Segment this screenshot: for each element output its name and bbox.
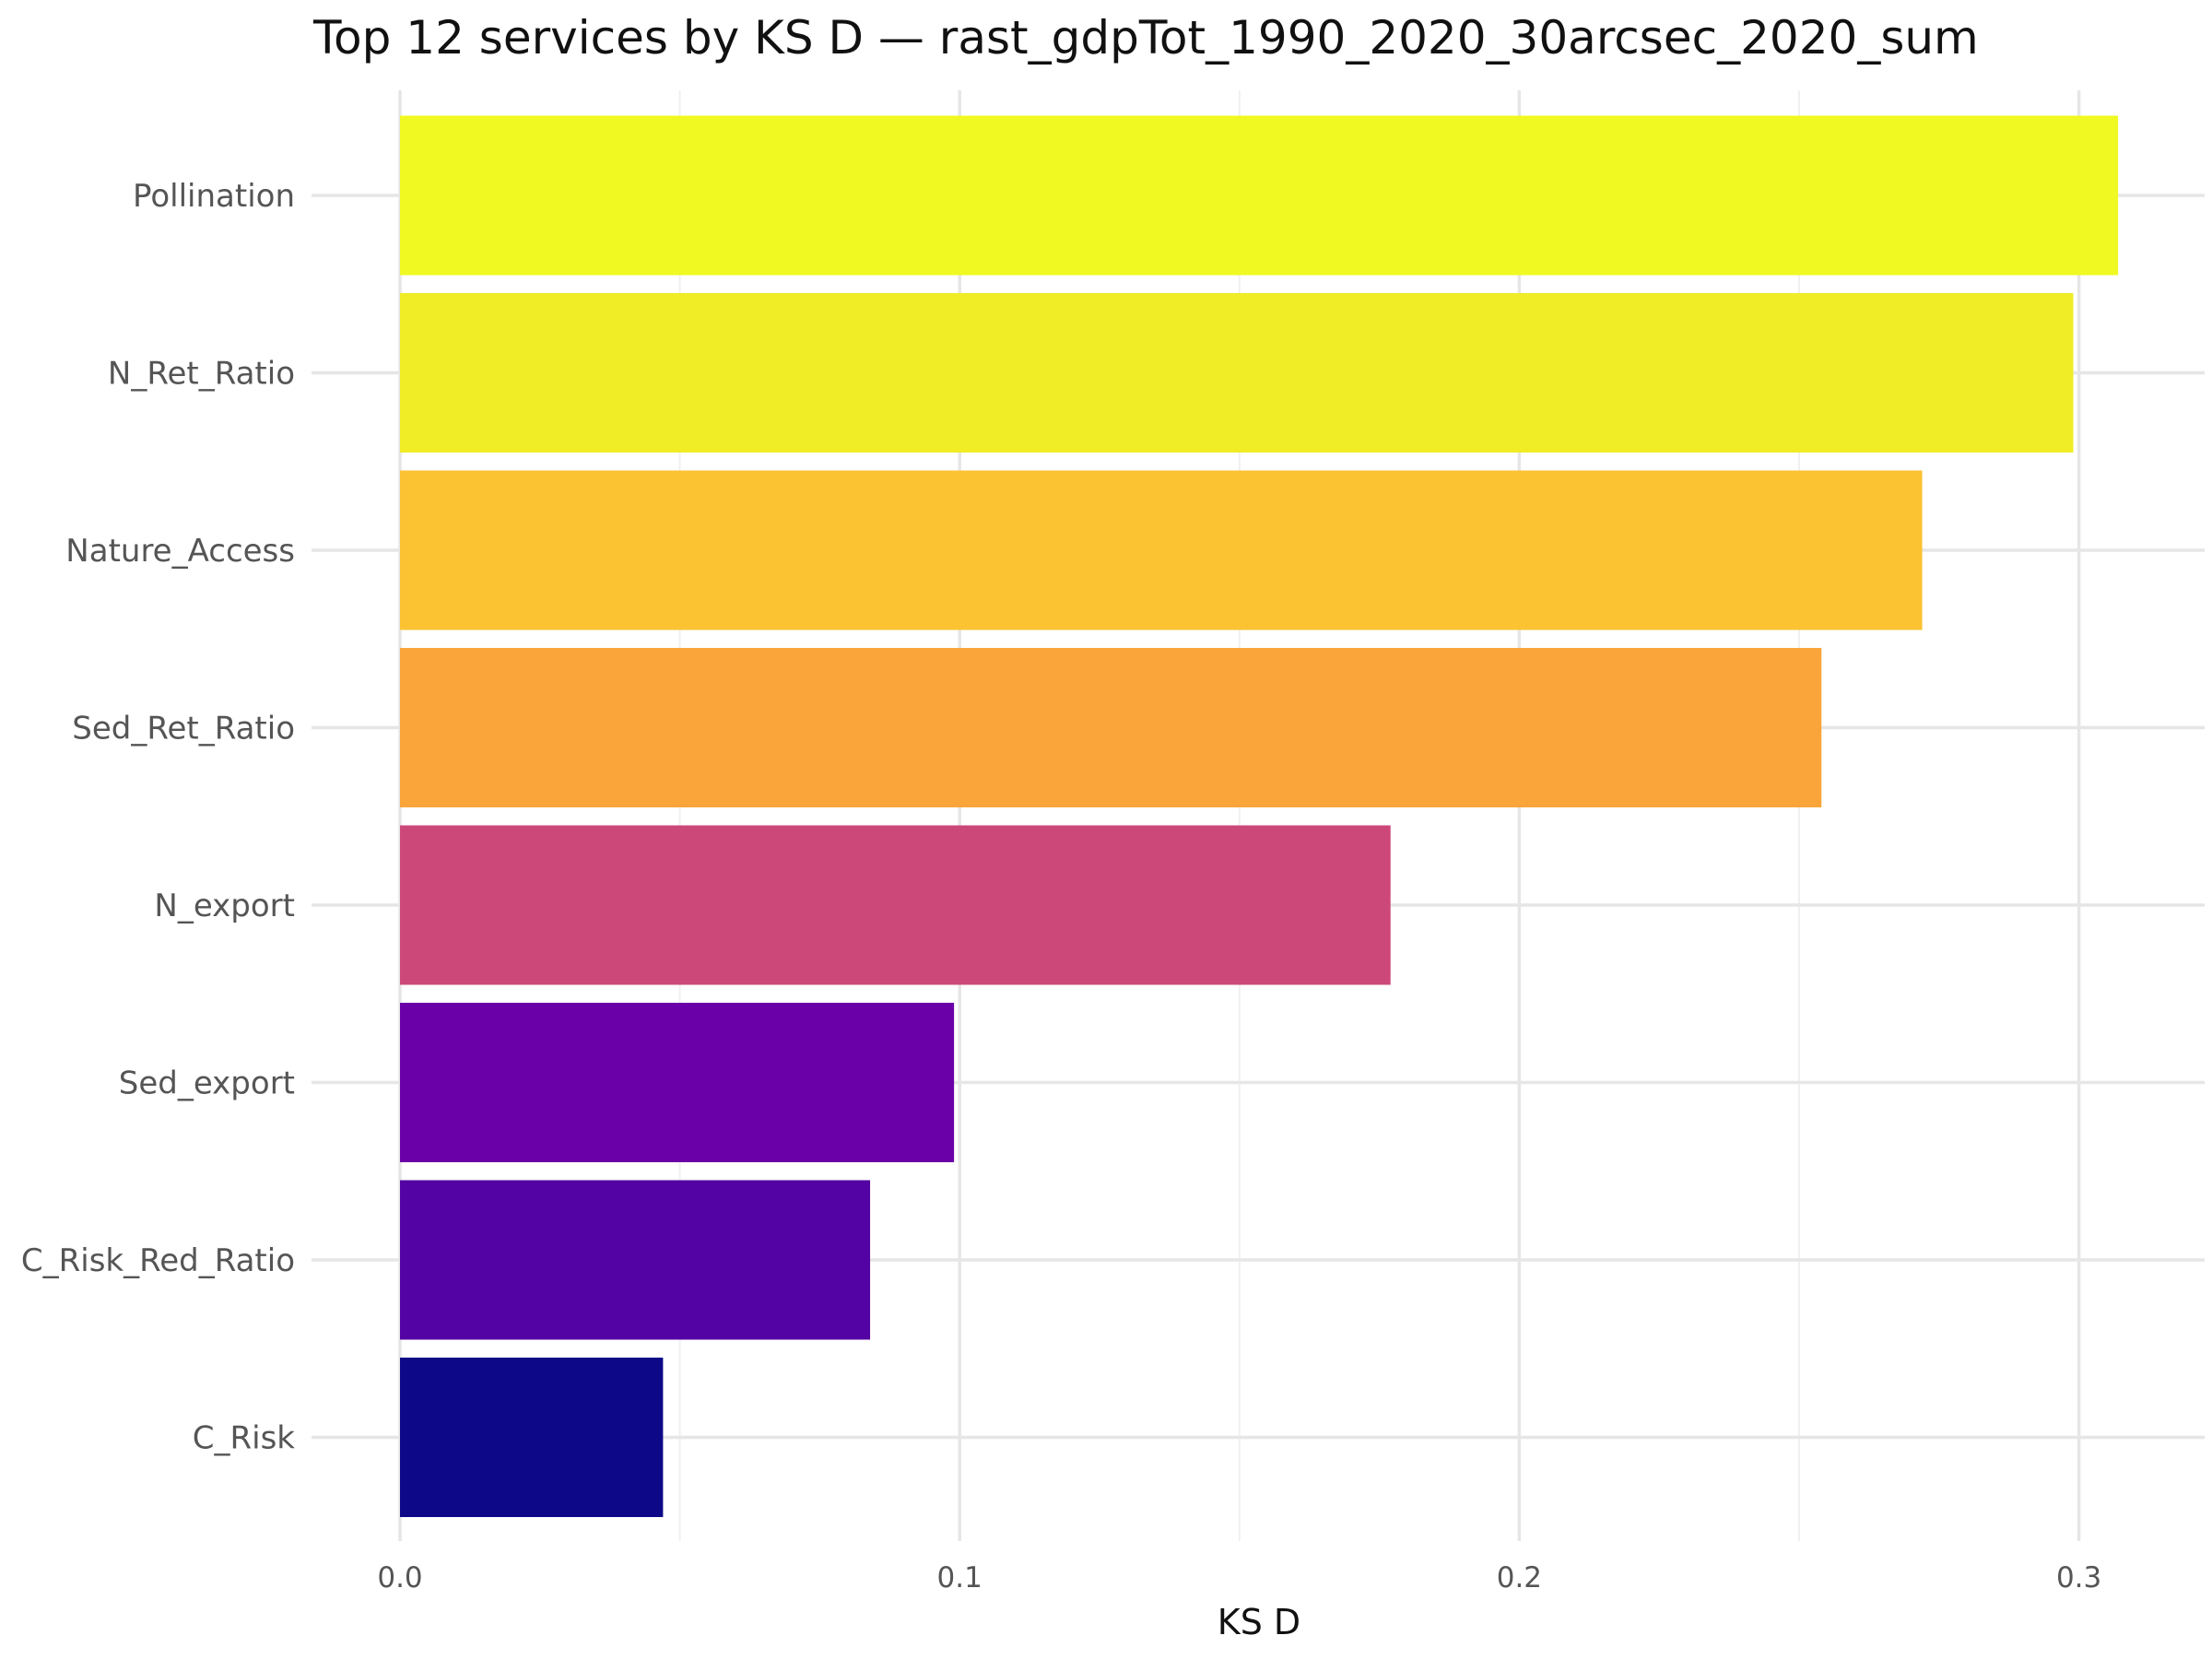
category-label: N_Ret_Ratio <box>108 356 295 393</box>
bar-sed-ret-ratio <box>400 648 1822 807</box>
x-axis-title: KS D <box>1218 1602 1300 1642</box>
category-label: C_Risk <box>193 1420 296 1457</box>
bar-n-export <box>400 825 1391 985</box>
x-tick-label: 0.3 <box>2056 1561 2101 1594</box>
bar-c-risk <box>400 1358 664 1517</box>
bar-sed-export <box>400 1003 955 1162</box>
category-label: Sed_export <box>119 1065 295 1102</box>
bar-c-risk-red-ratio <box>400 1180 871 1340</box>
category-label: Pollination <box>133 178 295 215</box>
x-tick-label: 0.1 <box>937 1561 982 1594</box>
bar-pollination <box>400 115 2119 276</box>
category-label: C_Risk_Red_Ratio <box>21 1242 295 1279</box>
x-tick-label: 0.2 <box>1497 1561 1542 1594</box>
category-labels: Pollination N_Ret_Ratio Nature_Access Sed_R… <box>21 178 295 1457</box>
category-label: Sed_Ret_Ratio <box>72 711 295 747</box>
chart-title: Top 12 services by KS D — rast_gdpTot_19… <box>312 11 1979 65</box>
category-label: Nature_Access <box>65 533 295 570</box>
bar-n-ret-ratio <box>400 293 2074 453</box>
category-label: N_export <box>154 888 295 924</box>
x-tick-label: 0.0 <box>377 1561 422 1594</box>
bar-layer <box>400 115 2119 1517</box>
bar-nature-access <box>400 470 1923 630</box>
x-tick-labels: 0.0 0.1 0.2 0.3 <box>377 1561 2101 1594</box>
